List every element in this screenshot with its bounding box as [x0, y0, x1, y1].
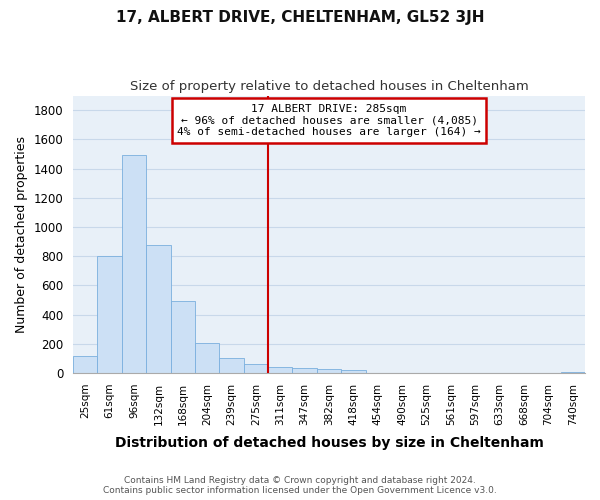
Text: 17 ALBERT DRIVE: 285sqm
← 96% of detached houses are smaller (4,085)
4% of semi-: 17 ALBERT DRIVE: 285sqm ← 96% of detache…: [177, 104, 481, 137]
Y-axis label: Number of detached properties: Number of detached properties: [15, 136, 28, 333]
Bar: [268, 367, 292, 373]
Bar: [195, 343, 220, 373]
Bar: [73, 356, 97, 373]
Bar: [97, 256, 122, 373]
Bar: [170, 302, 195, 373]
Bar: [220, 358, 244, 373]
Bar: [244, 364, 268, 373]
Bar: [292, 368, 317, 373]
X-axis label: Distribution of detached houses by size in Cheltenham: Distribution of detached houses by size …: [115, 436, 544, 450]
Text: 17, ALBERT DRIVE, CHELTENHAM, GL52 3JH: 17, ALBERT DRIVE, CHELTENHAM, GL52 3JH: [116, 10, 484, 25]
Bar: [560, 372, 585, 373]
Bar: [317, 368, 341, 373]
Bar: [146, 244, 170, 373]
Text: Contains HM Land Registry data © Crown copyright and database right 2024.
Contai: Contains HM Land Registry data © Crown c…: [103, 476, 497, 495]
Bar: [122, 156, 146, 373]
Title: Size of property relative to detached houses in Cheltenham: Size of property relative to detached ho…: [130, 80, 529, 93]
Bar: [341, 370, 365, 373]
